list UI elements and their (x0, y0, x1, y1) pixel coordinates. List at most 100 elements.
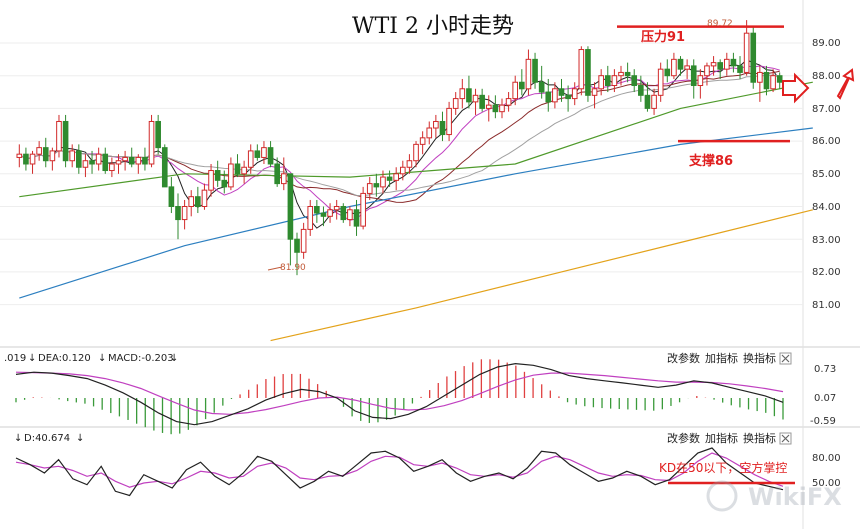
resistance-label: 压力91 (641, 29, 685, 45)
candle-body (446, 107, 452, 136)
candle-body (76, 150, 82, 168)
candle-body (690, 65, 697, 87)
price-tick-6: 84.00 (812, 202, 841, 213)
kd-edit-params-button[interactable]: 改参数 (667, 431, 700, 445)
candle-body (552, 88, 558, 103)
candle-body (585, 49, 591, 96)
candle-body (340, 206, 347, 221)
candle-body (333, 206, 340, 211)
macd-plot (15, 359, 784, 435)
candle-body (671, 58, 677, 77)
macd-dea-arrow-icon: ↓ (98, 353, 106, 364)
macd-tick-2: 0.07 (814, 393, 836, 404)
candle-body (135, 156, 142, 165)
low-price-label: 81.90 (280, 263, 306, 273)
candle-body (545, 91, 552, 103)
candle-body (49, 150, 56, 162)
candle-body (499, 104, 505, 113)
candle-body (664, 68, 671, 77)
watermark: WikiFX (706, 480, 842, 512)
candle-body (558, 88, 565, 96)
ma-5-line (19, 59, 781, 229)
support-label: 支撑86 (688, 153, 733, 169)
kd-add-indicator-button[interactable]: 加指标 (705, 431, 738, 445)
candle-body (327, 209, 333, 217)
candle-body (267, 147, 274, 165)
macd-dif-line (15, 362, 784, 426)
candle-body (82, 160, 89, 168)
candle-body (737, 65, 743, 73)
macd-edit-params-button[interactable]: 改参数 (667, 351, 700, 365)
candle-body (578, 49, 585, 90)
candle-body (505, 98, 512, 106)
macd-tick-3: -0.59 (810, 416, 836, 427)
candle-body (743, 32, 750, 73)
price-tick-2: 88.00 (812, 71, 841, 82)
kd-d-line (15, 452, 784, 488)
candle-body (128, 156, 135, 165)
candle-body (479, 94, 485, 109)
macd-dea-line (15, 371, 784, 415)
candle-body (763, 71, 770, 90)
kd-d-arrow-icon: ↓ (76, 433, 84, 444)
macd-legend-dea: DEA:0.120 (38, 353, 91, 364)
candle-body (697, 75, 704, 87)
candle-body (102, 153, 109, 172)
candle-body (247, 150, 254, 168)
kd-annotation: KD在50以下，空方掌控 (659, 460, 787, 475)
candle-body (704, 65, 710, 77)
main-grid (0, 42, 803, 306)
price-axis-ticks: 89.00 88.00 87.00 86.00 85.00 84.00 83.0… (812, 38, 841, 311)
candle-body (492, 104, 499, 113)
candle-body (532, 58, 538, 83)
candle-body (373, 183, 380, 188)
candlestick-series (16, 20, 783, 276)
candle-body (188, 196, 195, 208)
kd-tick-1: 80.00 (812, 453, 841, 464)
high-price-label: 89.72 (707, 19, 733, 29)
candle-body (651, 94, 657, 109)
candle-body (109, 163, 115, 172)
candle-body (426, 127, 433, 139)
candle-body (525, 58, 532, 90)
kd-close-button[interactable] (779, 432, 792, 445)
candle-body (366, 183, 373, 194)
candle-body (155, 120, 161, 149)
kd-k-line (15, 447, 784, 497)
candle-body (439, 120, 446, 136)
candle-body (730, 58, 737, 67)
macd-switch-indicator-button[interactable]: 换指标 (743, 351, 776, 365)
candle-body (254, 150, 261, 158)
macd-down-arrow-icon: ↓ (28, 353, 36, 364)
price-tick-5: 85.00 (812, 169, 841, 180)
candle-body (618, 71, 624, 77)
macd-add-indicator-button[interactable]: 加指标 (705, 351, 738, 365)
candle-body (459, 88, 466, 100)
long-ma-line-3 (270, 209, 813, 342)
candle-body (274, 163, 280, 185)
candle-body (208, 170, 214, 191)
candle-body (261, 147, 267, 158)
candle-body (314, 206, 320, 214)
candle-body (565, 94, 571, 100)
candle-body (770, 75, 776, 90)
candle-body (142, 156, 148, 165)
candle-body (399, 166, 406, 175)
candle-body (419, 137, 426, 145)
candle-body (195, 196, 201, 208)
kd-close-icon[interactable] (781, 434, 790, 443)
candle-body (644, 94, 651, 109)
candle-body (624, 71, 631, 77)
candle-body (36, 147, 42, 155)
candle-body (29, 153, 36, 165)
candle-body (472, 94, 479, 103)
macd-tick-1: 0.73 (814, 364, 836, 375)
kd-switch-indicator-button[interactable]: 换指标 (743, 431, 776, 445)
candle-body (148, 120, 155, 165)
kd-legend-d: D:40.674 (24, 433, 70, 444)
macd-close-button[interactable] (779, 352, 792, 365)
candle-body (406, 160, 413, 168)
candle-body (347, 209, 353, 221)
macd-close-icon[interactable] (781, 354, 790, 363)
price-tick-7: 83.00 (812, 235, 841, 246)
